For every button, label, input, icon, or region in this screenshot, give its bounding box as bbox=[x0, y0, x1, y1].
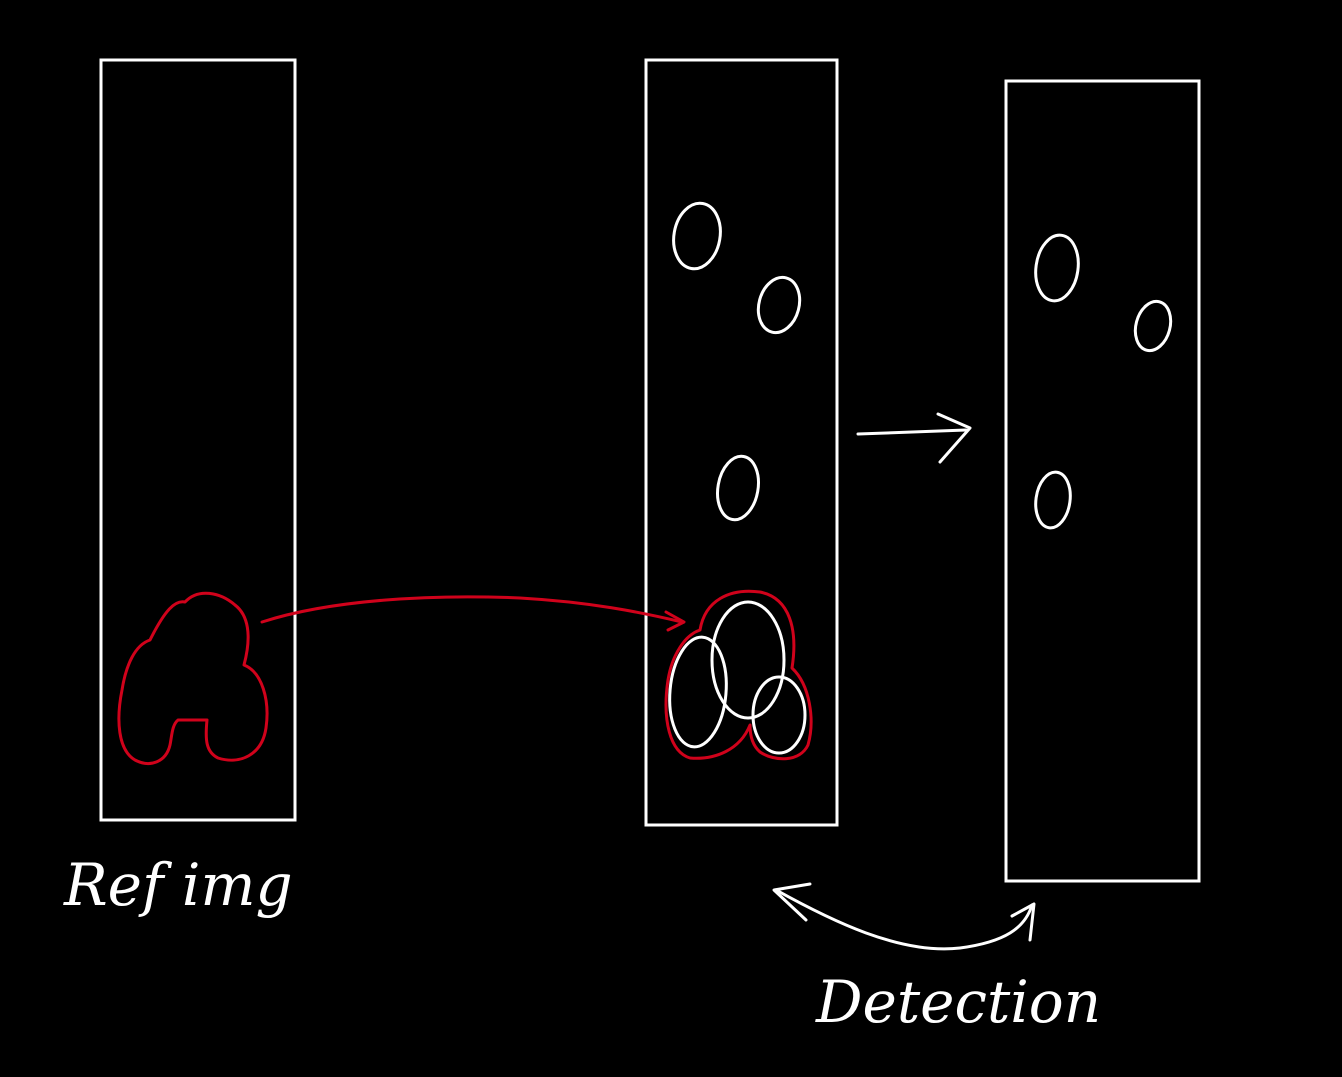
detected-object-3 bbox=[1034, 470, 1072, 530]
matching-arrow bbox=[260, 595, 684, 624]
query-image-panel bbox=[644, 58, 839, 827]
query-object-3 bbox=[716, 454, 760, 522]
cluster-object-right bbox=[751, 675, 807, 755]
query-object-2 bbox=[756, 275, 802, 335]
detected-object-2 bbox=[1133, 299, 1173, 353]
detection-result-panel bbox=[1004, 79, 1201, 883]
reference-object-outline bbox=[117, 591, 269, 765]
reference-image-label: Ref img bbox=[63, 851, 293, 919]
detected-object-1 bbox=[1034, 233, 1080, 303]
transform-arrow-head bbox=[936, 412, 972, 464]
detection-label: Detection bbox=[815, 968, 1101, 1036]
transform-arrow bbox=[856, 428, 968, 436]
detection-arrow-head-left bbox=[772, 882, 812, 922]
cluster-object-middle bbox=[710, 600, 786, 720]
detection-arrow-head-right bbox=[1010, 902, 1036, 942]
detection-arrow bbox=[774, 888, 1034, 951]
cluster-object-left bbox=[668, 635, 728, 749]
query-object-1 bbox=[672, 201, 722, 271]
reference-image-panel bbox=[99, 58, 297, 822]
detected-cluster-outline bbox=[664, 589, 813, 761]
matching-arrow-head bbox=[664, 610, 686, 632]
